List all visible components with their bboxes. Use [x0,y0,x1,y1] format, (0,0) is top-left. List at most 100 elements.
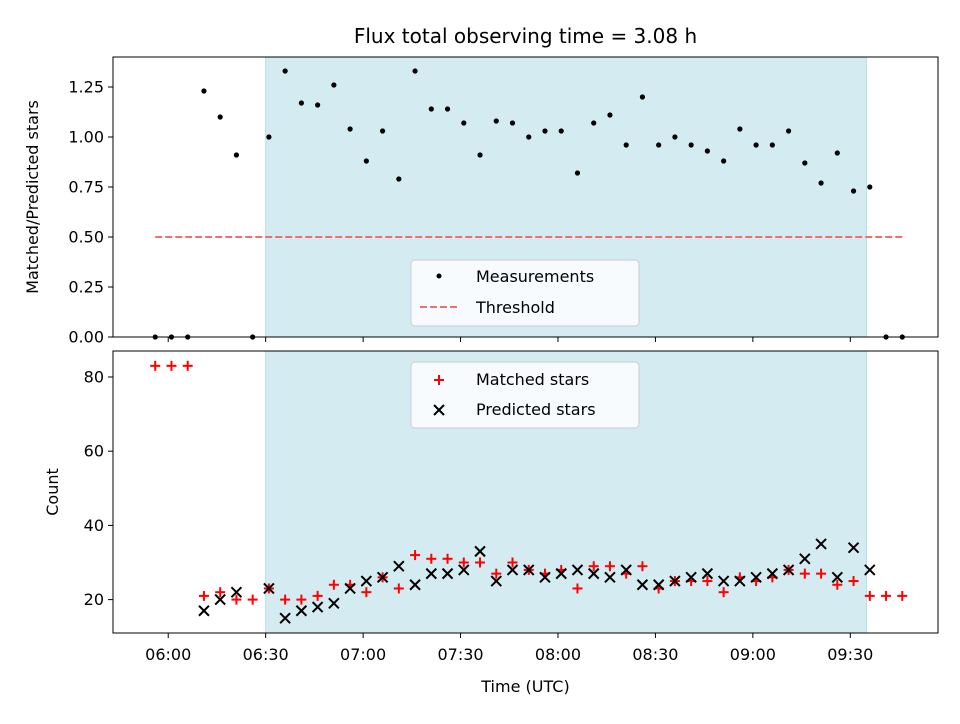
matched-star-point [458,557,469,568]
count-y-axis-label: Count [43,468,62,516]
predicted-star-point [750,571,762,584]
matched-star-point [393,583,404,594]
measurement-point [315,102,321,108]
measurement-point [574,170,581,176]
predicted-star-point [685,571,697,584]
measurement-point [493,118,499,124]
measurement-point [298,100,304,106]
predicted-star-point [441,567,454,580]
predicted-star-point [425,567,438,580]
x-tick-label: 07:00 [340,645,386,664]
matched-star-point [150,360,161,371]
matched-star-point [198,590,209,601]
y-tick-label: 0.75 [68,178,104,197]
x-tick-label: 08:00 [535,645,581,664]
predicted-star-point [864,564,876,576]
count-panel: 20 40 60 80 06:00 06:30 07:00 07:30 08:00 08:30 0… [43,350,939,696]
matched-star-point [247,594,258,605]
predicted-star-point [198,605,210,617]
matched-star-point [832,579,843,590]
predicted-star-point [344,582,356,595]
matched-star-point [637,561,648,572]
chart-title: Flux total observing time = 3.08 h [354,24,697,48]
measurement-point [233,152,240,158]
predicted-star-point [328,597,340,610]
matched-star-point [799,568,810,579]
measurement-point [834,150,840,156]
x-axis-label: Time (UTC) [480,677,569,696]
legend-matched-label: Matched stars [476,370,589,389]
measurement-point [867,184,873,190]
predicted-star-point [701,567,714,580]
predicted-star-point [376,571,389,584]
x-tick-label: 09:30 [827,645,873,664]
measurement-point [461,120,467,126]
measurement-point [282,68,288,74]
matched-star-point [816,568,827,579]
y-tick-label: 0.00 [68,328,104,347]
matched-star-point [588,561,599,572]
y-tick-label: 80 [84,367,104,386]
predicted-star-point [393,560,405,572]
measurement-point [850,188,857,194]
measurement-point [542,128,548,134]
predicted-star-point [604,571,616,584]
matched-star-point [507,557,518,568]
legend-plus-glyph [434,375,444,385]
measurement-point [347,126,353,132]
measurement-point [266,134,272,140]
matched-star-point [718,587,729,598]
matched-star-point [864,590,875,601]
ratio-legend: Measurements Threshold [410,259,640,327]
x-tick-label: 09:00 [730,645,776,664]
matched-star-point [328,579,339,590]
matched-star-point [361,587,372,598]
measurement-point [201,88,207,94]
measurement-point [721,158,727,164]
legend-threshold-label: Threshold [475,298,555,317]
predicted-star-point [506,564,519,576]
legend-predicted-marker [433,404,445,416]
legend-matched-marker [434,375,444,385]
y-tick-label: 60 [84,442,104,461]
predicted-star-point [214,593,226,606]
ratio-y-axis-label: Matched/Predicted stars [23,100,42,294]
predicted-star-point [620,564,632,576]
predicted-star-point [311,601,324,613]
predicted-star-point [474,545,486,558]
matched-star-point [442,553,453,564]
matched-star-point [475,557,486,568]
predicted-star-point [409,579,421,591]
matched-star-point [702,576,713,587]
measurement-point [526,134,532,140]
measurement-point [639,94,646,100]
measurement-point [753,142,759,148]
predicted-star-point [490,575,502,587]
y-tick-label: 0.50 [68,228,104,247]
measurement-point [818,180,824,186]
measurement-point [396,176,402,182]
ratio-panel-frame [112,56,939,338]
measurement-point [428,106,434,112]
y-tick-label: 40 [84,516,104,535]
matched-star-point [897,590,908,601]
predicted-star-point [815,538,827,550]
predicted-star-point [571,564,584,576]
measurement-point [558,128,564,134]
matched-star-point [426,553,437,564]
ratio-panel: 0.00 0.25 0.50 0.75 1.00 1.25 Flux total obse… [23,24,939,347]
measurement-point [363,158,369,164]
matched-star-point [231,594,242,605]
measurement-point [477,152,483,158]
matched-star-point [881,590,892,601]
predicted-star-point [458,564,470,576]
x-tick-label: 07:30 [437,645,483,664]
matched-star-point [280,594,291,605]
predicted-star-point [766,567,779,580]
measurement-point [591,120,597,126]
predicted-star-point [279,612,291,624]
predicted-star-point [734,575,746,587]
measurement-point [412,68,418,74]
measurement-point [444,106,451,112]
